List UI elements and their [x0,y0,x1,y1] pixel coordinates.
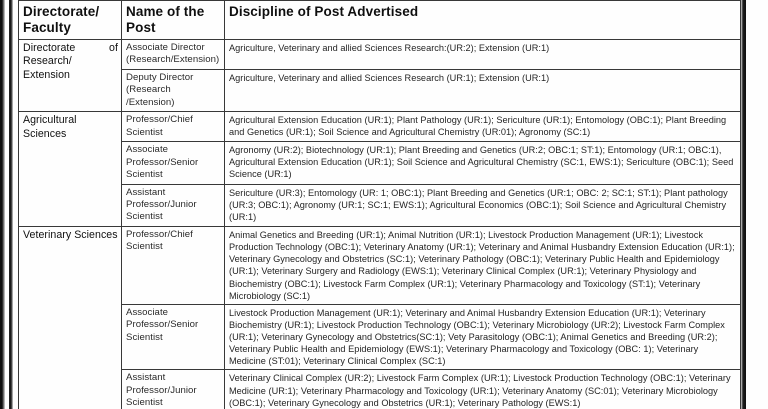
discipline-cell: Agriculture, Veterinary and allied Scien… [224,38,741,70]
discipline-cell: Agriculture, Veterinary and allied Scien… [224,68,741,113]
faculty-cell-veterinary-sciences: Veterinary Sciences [18,225,122,409]
post-cell: Associate Director (Research/Extension) [121,38,225,70]
recruitment-table: Directorate/ Faculty Name of the Post Di… [18,0,741,409]
post-cell: Assistant Professor/Junior Scientist [121,369,225,409]
discipline-cell: Animal Genetics and Breeding (UR:1); Ani… [224,225,741,305]
page-edge-shadow-right [741,0,746,409]
faculty-cell-agricultural-sciences: Agricultural Sciences [18,111,122,227]
page-binding-line-left [9,0,13,409]
table-row: Associate Professor/Senior Scientist Liv… [19,303,741,371]
recruitment-table-container: Directorate/ Faculty Name of the Post Di… [18,0,741,409]
discipline-cell: Agricultural Extension Education (UR:1);… [224,111,741,143]
table-row: Directorate of Research/ Extension Assoc… [18,38,741,113]
post-cell: Professor/Chief Scientist [121,111,225,143]
table-row: Veterinary Sciences Professor/Chief Scie… [18,225,741,409]
post-cell: Associate Professor/Senior Scientist [121,303,225,371]
post-cell: Professor/Chief Scientist [121,225,225,305]
discipline-cell: Agronomy (UR:2); Biotechnology (UR:1); P… [224,141,741,185]
column-header-faculty: Directorate/ Faculty [18,0,122,40]
column-header-discipline: Discipline of Post Advertised [224,0,741,40]
discipline-cell: Sericulture (UR:3); Entomology (UR: 1; O… [224,183,741,227]
post-cell: Associate Professor/Senior Scientist [121,141,225,185]
post-cell: Assistant Professor/Junior Scientist [121,183,225,227]
page-edge-shadow-left [0,0,5,409]
table-row: Associate Professor/Senior Scientist Agr… [19,141,741,185]
column-header-post: Name of the Post [121,0,225,40]
table-row: Deputy Director (Research /Extension) Ag… [19,68,741,113]
page-margin-right [754,0,768,409]
faculty-cell-directorate: Directorate of Research/ Extension [18,38,122,113]
table-row: Assistant Professor/Junior Scientist Ser… [19,183,741,227]
table-header-row: Directorate/ Faculty Name of the Post Di… [18,0,741,40]
discipline-cell: Livestock Production Management (UR:1); … [224,303,741,371]
table-row: Agricultural Sciences Professor/Chief Sc… [18,111,741,227]
post-cell: Deputy Director (Research /Extension) [121,68,225,113]
table-row: Assistant Professor/Junior Scientist Vet… [19,369,741,409]
discipline-cell: Veterinary Clinical Complex (UR:2); Live… [224,369,741,409]
